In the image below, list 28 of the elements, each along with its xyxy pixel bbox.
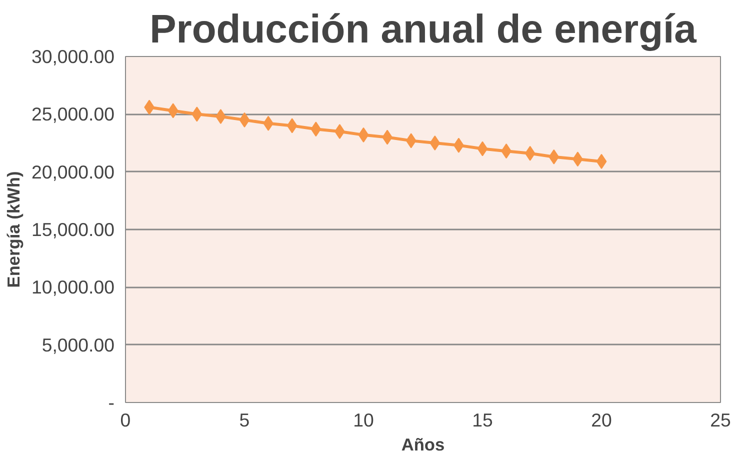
- chart-title: Producción anual de energía: [150, 8, 698, 52]
- y-tick-label: 20,000.00: [32, 161, 115, 182]
- point: [548, 149, 560, 164]
- x-tick-label: 10: [353, 410, 374, 430]
- x-axis-title: Años: [401, 434, 445, 454]
- x-tick-label: 15: [472, 410, 493, 430]
- point: [286, 118, 298, 134]
- point: [406, 133, 416, 148]
- point: [239, 112, 250, 128]
- x-tick-label: 0: [120, 410, 131, 430]
- y-tick-label: 5,000.00: [42, 334, 115, 356]
- x-tick-label: 20: [591, 410, 612, 430]
- point: [358, 127, 369, 142]
- point: [168, 103, 178, 118]
- point: [477, 141, 488, 156]
- point: [310, 122, 322, 137]
- x-tick-label: 25: [710, 410, 731, 430]
- point: [192, 106, 202, 122]
- y-tick-label: 15,000.00: [32, 219, 115, 240]
- y-tick-label: -: [108, 392, 115, 413]
- x-tick-label: 5: [239, 410, 250, 430]
- y-tick-label: 30,000.00: [32, 46, 115, 67]
- point: [524, 146, 536, 161]
- point: [596, 154, 607, 169]
- y-axis-title: Energía (kWh): [4, 171, 24, 288]
- y-tick-label: 10,000.00: [32, 276, 115, 298]
- y-tick-label: 25,000.00: [32, 104, 115, 125]
- point: [430, 136, 440, 150]
